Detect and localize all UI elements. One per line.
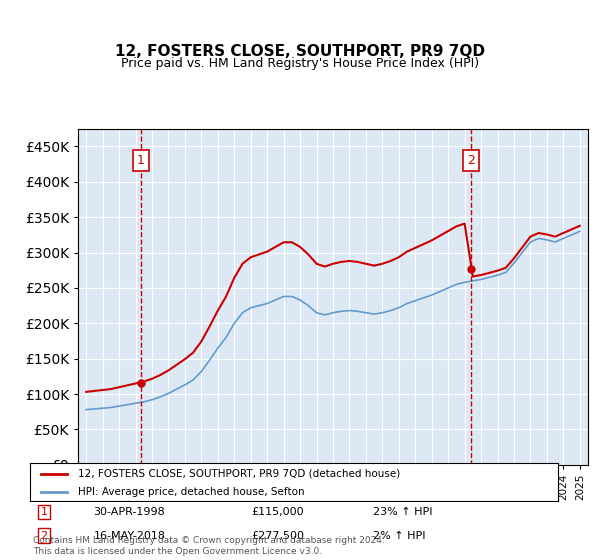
Text: 16-MAY-2018: 16-MAY-2018 [94, 531, 166, 540]
Text: 12, FOSTERS CLOSE, SOUTHPORT, PR9 7QD: 12, FOSTERS CLOSE, SOUTHPORT, PR9 7QD [115, 44, 485, 59]
Text: 2% ↑ HPI: 2% ↑ HPI [373, 531, 426, 540]
Text: Price paid vs. HM Land Registry's House Price Index (HPI): Price paid vs. HM Land Registry's House … [121, 57, 479, 70]
Text: 1: 1 [137, 154, 145, 167]
Text: 2: 2 [41, 531, 47, 540]
Text: 30-APR-1998: 30-APR-1998 [94, 507, 165, 517]
Text: 2: 2 [467, 154, 475, 167]
Text: 12, FOSTERS CLOSE, SOUTHPORT, PR9 7QD (detached house): 12, FOSTERS CLOSE, SOUTHPORT, PR9 7QD (d… [77, 469, 400, 479]
Text: £115,000: £115,000 [252, 507, 304, 517]
Text: HPI: Average price, detached house, Sefton: HPI: Average price, detached house, Seft… [77, 487, 304, 497]
Text: 23% ↑ HPI: 23% ↑ HPI [373, 507, 433, 517]
Text: 1: 1 [41, 507, 47, 517]
Text: Contains HM Land Registry data © Crown copyright and database right 2024.
This d: Contains HM Land Registry data © Crown c… [33, 536, 385, 556]
Text: £277,500: £277,500 [252, 531, 305, 540]
